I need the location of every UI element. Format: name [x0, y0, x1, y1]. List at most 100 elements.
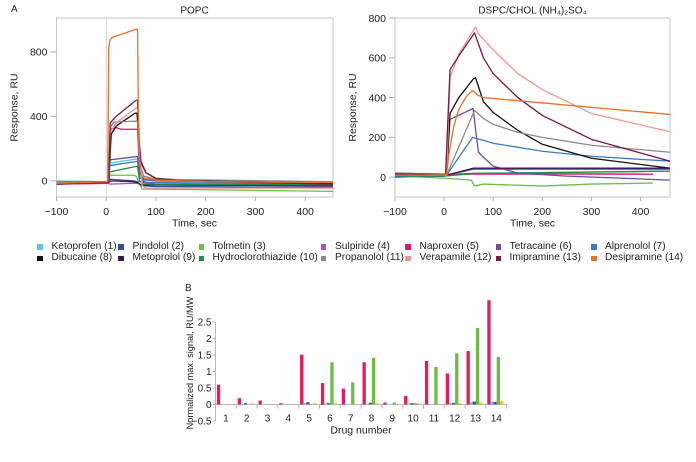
- bar-drug-14-series-5: [500, 401, 504, 405]
- x-tick-label: −100: [383, 206, 407, 218]
- panel-b-letter: B: [185, 283, 192, 294]
- bar-category-label: 3: [265, 414, 271, 425]
- bar-drug-7-series-4: [351, 382, 355, 405]
- y-tick-label: 800: [30, 47, 48, 59]
- popc-chart: POPC Time, sec Response, RU −100 0 100 200 3…: [9, 6, 334, 230]
- bar-drug-2-series-1: [237, 398, 241, 405]
- legend-swatch: [405, 244, 411, 250]
- legend-swatch: [37, 255, 43, 262]
- x-tick-label: 400: [296, 206, 314, 218]
- legend-item-label: Dibucaine (8): [51, 252, 113, 264]
- bar-drug-13-series-4: [475, 327, 480, 405]
- popc-title: POPC: [180, 6, 208, 17]
- y-tick-label: 800: [368, 13, 386, 25]
- y-tick-label: 400: [30, 111, 48, 123]
- bar-x-axis-label: Drug number: [330, 425, 392, 437]
- legend-item-label: Tolmetin (3): [212, 240, 266, 252]
- bar-drug-5-series-3: [306, 402, 310, 405]
- bar-category-label: 6: [327, 414, 333, 425]
- x-tick-label: 0: [103, 206, 109, 218]
- y-tick-label: 200: [368, 132, 386, 144]
- legend-item-label: Desipramine (14): [605, 252, 684, 264]
- series-line-drug-8: [56, 112, 333, 184]
- bar-drug-6-series-5: [333, 403, 337, 405]
- bar-drug-10-series-4: [413, 403, 417, 405]
- bar-drug-10-series-1: [404, 395, 408, 405]
- x-tick-label: −100: [45, 206, 69, 218]
- x-tick-label: 200: [197, 206, 215, 218]
- bar-drug-14-series-1: [487, 300, 491, 405]
- x-tick-label: 100: [147, 206, 165, 218]
- legend-swatch: [495, 244, 501, 250]
- bar-drug-9-series-4: [392, 402, 396, 405]
- bar-drug-12-series-5: [458, 403, 462, 405]
- bar-y-tick-label: 0.5: [198, 384, 212, 395]
- bar-drug-14-series-4: [496, 356, 500, 405]
- bar-drug-12-series-3: [451, 402, 456, 405]
- legend-swatch: [118, 244, 124, 250]
- y-tick-label: 0: [42, 176, 48, 188]
- popc-y-axis-label: Response, RU: [9, 73, 21, 141]
- bar-drug-4-series-1: [279, 403, 283, 405]
- bar-category-label: 8: [369, 414, 375, 425]
- dspc-chol-y-axis-label: Response, RU: [347, 73, 359, 141]
- bar-y-tick-label: 1: [206, 367, 212, 378]
- bar-category-label: 13: [470, 414, 482, 425]
- bar-drug-12-series-2: [449, 403, 453, 405]
- series-line-drug-7: [395, 136, 670, 177]
- x-tick-label: 100: [484, 206, 502, 218]
- legend-item-label: Naproxen (5): [419, 240, 479, 252]
- y-tick-label: 600: [368, 53, 386, 65]
- series-line-drug-5: [56, 127, 333, 187]
- dspc-chol-chart: DSPC/CHOL (NH₄)₂SO₄ Time, sec Response, …: [347, 6, 671, 230]
- x-tick-label: 300: [247, 206, 265, 218]
- series-line-drug-14: [395, 89, 670, 176]
- series-line-drug-13: [395, 32, 670, 176]
- bar-y-axis-label: Normalized max. signal, RU/MW: [185, 296, 195, 429]
- panel-a-letter: A: [11, 4, 18, 15]
- bar-drug-10-series-5: [416, 403, 421, 405]
- series-line-drug-14: [56, 28, 333, 184]
- x-tick-label: 400: [632, 206, 650, 218]
- bar-category-label: 2: [244, 414, 250, 425]
- bar-category-label: 10: [408, 414, 420, 425]
- bar-drug-12-series-4: [455, 353, 459, 405]
- series-line-drug-11: [56, 120, 333, 184]
- bar-category-label: 1: [223, 414, 229, 425]
- legend-swatch: [591, 255, 597, 262]
- bar-category-label: 11: [429, 414, 440, 425]
- series-line-drug-12: [56, 106, 333, 189]
- bar-drug-11-series-1: [424, 360, 429, 405]
- bar-drug-14-series-2: [490, 401, 494, 405]
- bar-drug-6-series-3: [327, 403, 331, 405]
- legend-swatch: [495, 255, 501, 262]
- bar-category-label: 5: [306, 414, 312, 425]
- legend-swatch: [37, 244, 43, 250]
- series-line-drug-11: [395, 109, 670, 176]
- bar-drug-8-series-1: [362, 362, 366, 405]
- x-tick-label: 0: [441, 206, 447, 218]
- series-line-drug-12: [395, 26, 670, 176]
- legend-swatch: [118, 255, 124, 262]
- bar-y-tick-label: 0: [206, 400, 212, 411]
- bar-category-label: 14: [491, 414, 503, 425]
- legend-item-label: Verapamile (12): [419, 252, 492, 264]
- bar-drug-6-series-4: [330, 362, 334, 405]
- bar-y-tick-label: 2.5: [198, 318, 212, 329]
- legend-item-label: Tetracaine (6): [509, 240, 572, 252]
- x-tick-label: 200: [534, 206, 552, 218]
- bar-drug-5-series-5: [312, 403, 317, 405]
- series-group: [395, 26, 670, 187]
- normalized-signal-bar-chart: Drug number Normalized max. signal, RU/M…: [185, 296, 508, 437]
- legend-swatch: [405, 255, 411, 262]
- series-line-drug-13: [56, 99, 333, 185]
- bar-drug-13-series-5: [479, 402, 483, 405]
- legend-item-label: Ketoprofen (1): [51, 240, 117, 252]
- bar-drug-6-series-1: [320, 383, 325, 405]
- bar-drug-5-series-1: [300, 354, 304, 405]
- plot-frame: [56, 17, 334, 198]
- series-line-drug-3: [395, 175, 653, 187]
- bar-drug-7-series-1: [341, 388, 345, 405]
- series-line-drug-10: [395, 170, 670, 177]
- bar-category-label: 7: [348, 414, 354, 425]
